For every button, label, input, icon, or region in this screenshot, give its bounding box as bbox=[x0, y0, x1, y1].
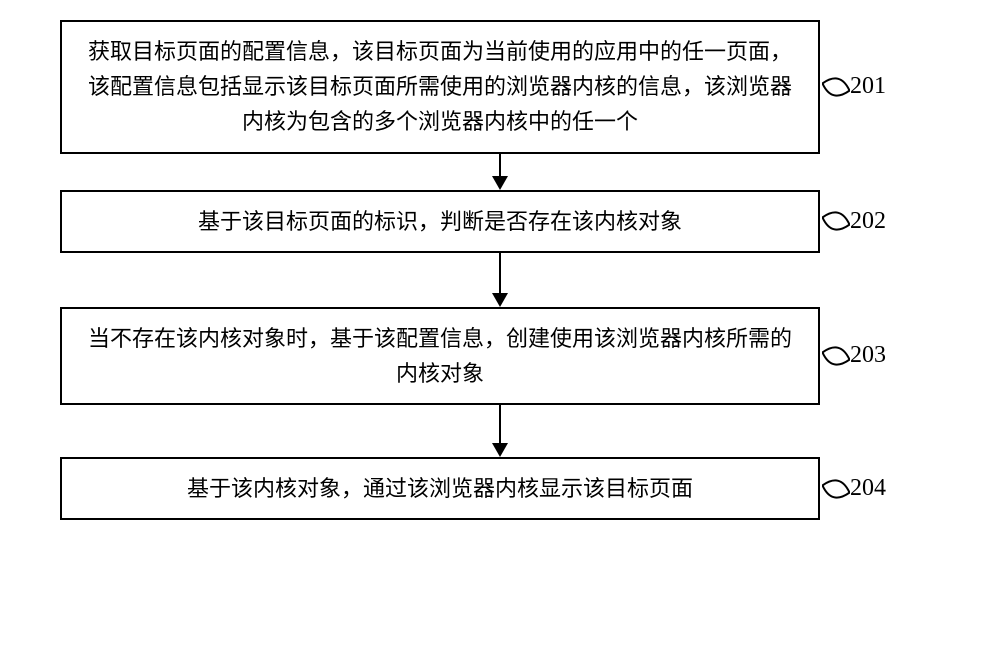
connector-3 bbox=[120, 405, 880, 457]
step-text: 基于该内核对象，通过该浏览器内核显示该目标页面 bbox=[187, 471, 693, 506]
connector-line bbox=[499, 405, 501, 443]
arrow-down-icon bbox=[492, 443, 508, 457]
step-label-3: 203 bbox=[850, 342, 886, 369]
arrow-down-icon bbox=[492, 176, 508, 190]
step-box-3: 当不存在该内核对象时，基于该配置信息，创建使用该浏览器内核所需的内核对象 bbox=[60, 307, 820, 405]
step-box-1: 获取目标页面的配置信息，该目标页面为当前使用的应用中的任一页面，该配置信息包括显… bbox=[60, 20, 820, 154]
step-label-text: 201 bbox=[850, 73, 886, 99]
step-text: 当不存在该内核对象时，基于该配置信息，创建使用该浏览器内核所需的内核对象 bbox=[82, 321, 798, 391]
label-curve-icon bbox=[822, 206, 850, 236]
step-label-4: 204 bbox=[850, 475, 886, 502]
step-box-2: 基于该目标页面的标识，判断是否存在该内核对象 bbox=[60, 190, 820, 253]
step-row-4: 基于该内核对象，通过该浏览器内核显示该目标页面 204 bbox=[60, 457, 940, 520]
arrow-down-icon bbox=[492, 293, 508, 307]
step-label-1: 201 bbox=[850, 73, 886, 100]
step-row-2: 基于该目标页面的标识，判断是否存在该内核对象 202 bbox=[60, 190, 940, 253]
step-text: 基于该目标页面的标识，判断是否存在该内核对象 bbox=[198, 204, 682, 239]
flowchart-container: 获取目标页面的配置信息，该目标页面为当前使用的应用中的任一页面，该配置信息包括显… bbox=[60, 20, 940, 520]
connector-2 bbox=[120, 253, 880, 307]
label-curve-icon bbox=[822, 341, 850, 371]
step-label-text: 202 bbox=[850, 208, 886, 234]
step-box-4: 基于该内核对象，通过该浏览器内核显示该目标页面 bbox=[60, 457, 820, 520]
step-label-text: 204 bbox=[850, 475, 886, 501]
step-text: 获取目标页面的配置信息，该目标页面为当前使用的应用中的任一页面，该配置信息包括显… bbox=[82, 34, 798, 140]
connector-1 bbox=[120, 154, 880, 190]
step-label-2: 202 bbox=[850, 208, 886, 235]
connector-line bbox=[499, 154, 501, 176]
step-label-text: 203 bbox=[850, 342, 886, 368]
label-curve-icon bbox=[822, 72, 850, 102]
connector-line bbox=[499, 253, 501, 293]
step-row-3: 当不存在该内核对象时，基于该配置信息，创建使用该浏览器内核所需的内核对象 203 bbox=[60, 307, 940, 405]
step-row-1: 获取目标页面的配置信息，该目标页面为当前使用的应用中的任一页面，该配置信息包括显… bbox=[60, 20, 940, 154]
label-curve-icon bbox=[822, 474, 850, 504]
